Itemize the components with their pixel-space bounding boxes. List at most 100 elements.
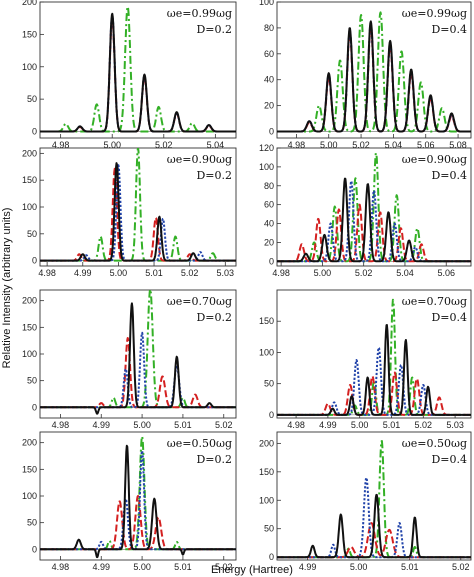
y-tick-label: 150 (259, 467, 274, 477)
d-annotation: D=0.4 (431, 169, 467, 182)
x-tick-label: 5.06 (417, 140, 435, 150)
x-tick-label: 5.00 (110, 268, 128, 278)
x-tick-label: 5.01 (401, 562, 419, 572)
y-tick-label: 50 (27, 518, 37, 528)
y-tick-label: 50 (27, 94, 37, 104)
y-tick-label: 150 (22, 464, 37, 474)
x-tick-label: 4.98 (272, 268, 290, 278)
y-tick-label: 60 (264, 49, 274, 59)
x-tick-label: 5.00 (314, 268, 332, 278)
x-tick-label: 5.04 (385, 140, 403, 150)
series-group (277, 152, 471, 263)
x-tick-label: 5.00 (103, 140, 121, 150)
series-black (277, 177, 471, 263)
d-annotation: D=0.4 (431, 23, 467, 36)
y-tick-label: 150 (259, 316, 274, 326)
plot-frame (276, 431, 472, 561)
x-tick-label: 5.00 (133, 562, 151, 572)
x-tick-label: 4.99 (319, 420, 337, 430)
x-tick-label: 5.01 (145, 268, 163, 278)
d-annotation: D=0.2 (196, 23, 232, 36)
y-tick-label: 50 (27, 376, 37, 386)
y-tick-label: 0 (269, 552, 274, 562)
panel-8: 0 50 100 150 200 4.99 5.00 5.01 5.02 ωe=0.50ωg D=0… (259, 431, 472, 572)
series-black (40, 162, 236, 262)
y-tick-label: 20 (264, 101, 274, 111)
x-tick-label: 4.98 (287, 420, 305, 430)
panel-1: 0 50 100 150 200 4.98 5.00 5.02 5.04 ωe=0.99ωg D=0… (22, 0, 237, 150)
x-tick-label: 5.02 (215, 562, 233, 572)
x-tick-label: 5.00 (133, 420, 151, 430)
y-tick-label: 40 (264, 75, 274, 85)
x-tick-label: 4.98 (52, 562, 70, 572)
y-tick-label: 60 (264, 200, 274, 210)
d-annotation: D=0.2 (196, 453, 232, 466)
y-tick-label: 50 (264, 379, 274, 389)
y-tick-label: 200 (22, 438, 37, 448)
d-annotation: D=0.4 (431, 311, 467, 324)
x-tick-label: 4.98 (38, 268, 56, 278)
x-tick-label: 5.02 (215, 420, 233, 430)
x-tick-label: 5.01 (174, 562, 192, 572)
series-black (277, 20, 471, 133)
x-tick-label: 5.02 (352, 140, 370, 150)
x-tick-label: 5.03 (217, 268, 235, 278)
series-blue (277, 180, 471, 263)
omega-annotation: ωe=0.50ωg (167, 437, 232, 450)
x-tick-label: 5.00 (351, 420, 369, 430)
y-tick-label: 100 (259, 495, 274, 505)
y-tick-label: 200 (22, 148, 37, 158)
y-tick-label: 100 (259, 347, 274, 357)
y-tick-label: 0 (32, 127, 37, 137)
omega-annotation: ωe=0.90ωg (402, 153, 467, 166)
omega-annotation: ωe=0.99ωg (402, 7, 467, 20)
d-annotation: D=0.2 (196, 311, 232, 324)
panel-6: 0 50 100 150 4.98 4.99 5.00 5.01 5.02 5.03 ωe=0.70… (259, 289, 472, 430)
y-tick-label: 200 (22, 296, 37, 306)
panel-3: 0 50 100 150 200 4.98 4.99 5.00 5.01 5.02 5.03 ωe=0… (22, 147, 237, 278)
series-black (40, 302, 236, 415)
series-group (277, 440, 471, 559)
y-tick-label: 0 (32, 544, 37, 554)
y-tick-label: 20 (264, 237, 274, 247)
omega-annotation: ωe=0.70ωg (167, 295, 232, 308)
x-tick-label: 4.99 (74, 268, 92, 278)
y-tick-label: 100 (22, 349, 37, 359)
series-black (40, 444, 236, 559)
y-tick-label: 0 (269, 410, 274, 420)
x-tick-label: 5.06 (437, 268, 455, 278)
y-tick-label: 150 (22, 175, 37, 185)
omega-annotation: ωe=0.50ωg (402, 437, 467, 450)
series-group (40, 290, 236, 415)
y-tick-label: 80 (264, 181, 274, 191)
x-tick-label: 5.02 (155, 140, 173, 150)
omega-annotation: ωe=0.70ωg (402, 295, 467, 308)
omega-annotation: ωe=0.99ωg (167, 7, 232, 20)
panel-4: 0 20 40 60 80 100 120 4.98 5.00 5.02 5.04 5.06 ωe=0.… (259, 143, 472, 278)
y-tick-label: 0 (32, 402, 37, 412)
panel-5: 0 50 100 150 200 4.98 4.99 5.00 5.01 5.02 ωe=0.70ω… (22, 289, 237, 430)
omega-annotation: ωe=0.90ωg (167, 153, 232, 166)
series-green (277, 11, 471, 133)
series-group (40, 435, 236, 559)
series-black (277, 493, 471, 559)
y-tick-label: 100 (22, 62, 37, 72)
y-tick-label: 50 (264, 524, 274, 534)
series-group (40, 148, 236, 262)
series-black (277, 324, 471, 416)
y-tick-label: 100 (22, 491, 37, 501)
x-axis-label: Energy (Hartree) (211, 564, 293, 576)
y-tick-label: 80 (264, 23, 274, 33)
x-tick-label: 5.02 (452, 562, 470, 572)
y-tick-label: 150 (22, 29, 37, 39)
y-tick-label: 0 (32, 256, 37, 266)
x-tick-label: 5.03 (446, 420, 464, 430)
panel-7: 0 50 100 150 200 4.98 4.99 5.00 5.01 5.02 ωe=0.50ω… (22, 431, 237, 572)
y-tick-label: 150 (22, 322, 37, 332)
x-tick-label: 4.98 (52, 420, 70, 430)
x-tick-label: 5.00 (350, 562, 368, 572)
x-tick-label: 5.08 (449, 140, 467, 150)
y-tick-label: 0 (269, 127, 274, 137)
series-group (277, 298, 471, 416)
